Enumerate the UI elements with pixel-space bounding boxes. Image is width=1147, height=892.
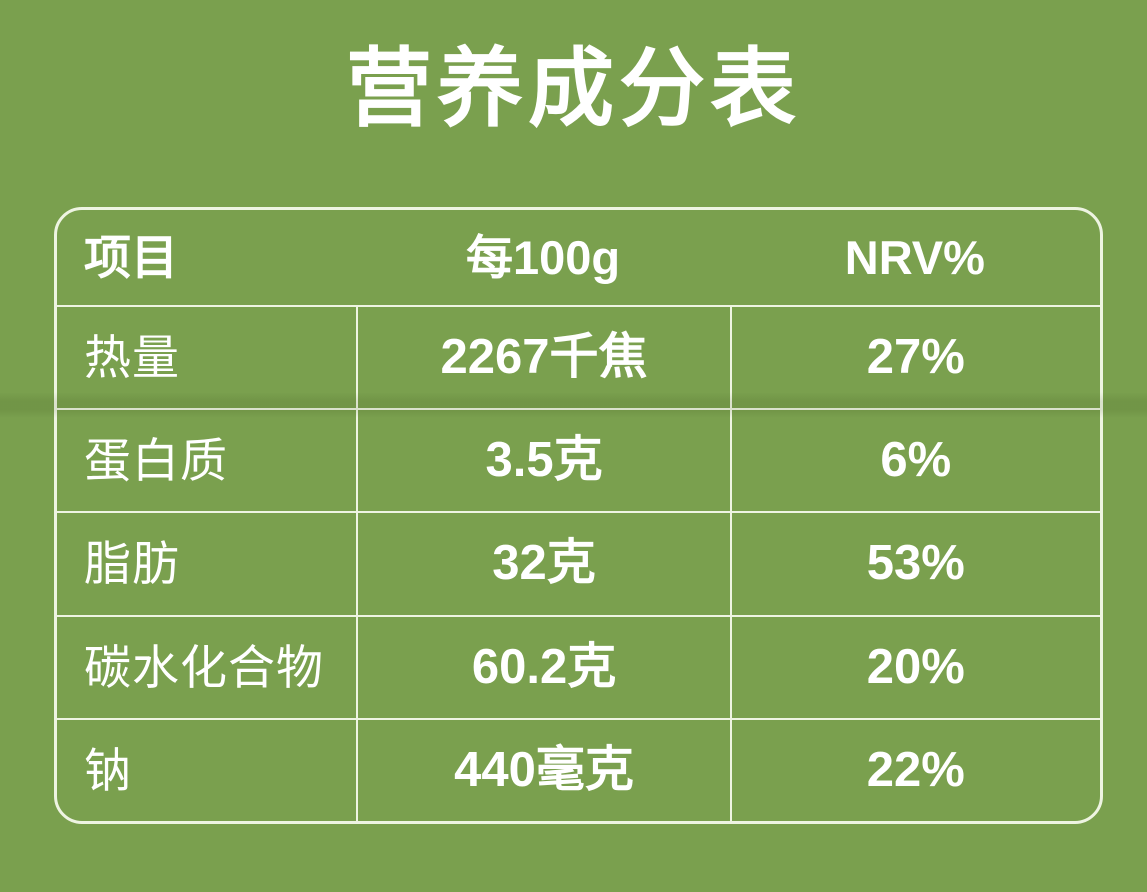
row-label: 蛋白质	[84, 434, 228, 488]
page-title: 营养成分表	[346, 41, 801, 137]
row-per-100g-value: 60.2克	[356, 616, 729, 718]
header-per-100g: 每100g	[465, 231, 621, 284]
row-per-100g-value: 440毫克	[356, 719, 729, 821]
row-per-100g-value: 32克	[356, 513, 729, 615]
row-label: 脂肪	[84, 537, 180, 591]
row-per-100g-value: 2267千焦	[356, 307, 729, 409]
table-row-carbohydrate: 碳水化合物 60.2克 20%	[57, 614, 1100, 718]
row-nrv-value: 22%	[729, 719, 1100, 821]
table-row-energy: 热量 2267千焦 27%	[57, 305, 1100, 409]
row-nrv-value: 6%	[729, 410, 1100, 512]
row-label: 碳水化合物	[84, 640, 324, 694]
row-label: 热量	[84, 331, 180, 385]
row-per-100g-value: 3.5克	[356, 410, 729, 512]
row-nrv-value: 20%	[729, 616, 1100, 718]
row-nrv-value: 53%	[729, 513, 1100, 615]
table-row-sodium: 钠 440毫克 22%	[57, 717, 1100, 821]
nutrition-table: 项目 每100g NRV% 热量 2267千焦 27% 蛋白质 3.5克 6% …	[54, 207, 1103, 824]
table-header-row: 项目 每100g NRV%	[57, 210, 1100, 305]
table-row-protein: 蛋白质 3.5克 6%	[57, 408, 1100, 512]
header-nrv: NRV%	[844, 231, 985, 284]
table-row-fat: 脂肪 32克 53%	[57, 511, 1100, 615]
row-label: 钠	[84, 743, 132, 797]
row-nrv-value: 27%	[729, 307, 1100, 409]
header-item: 项目	[84, 231, 178, 284]
